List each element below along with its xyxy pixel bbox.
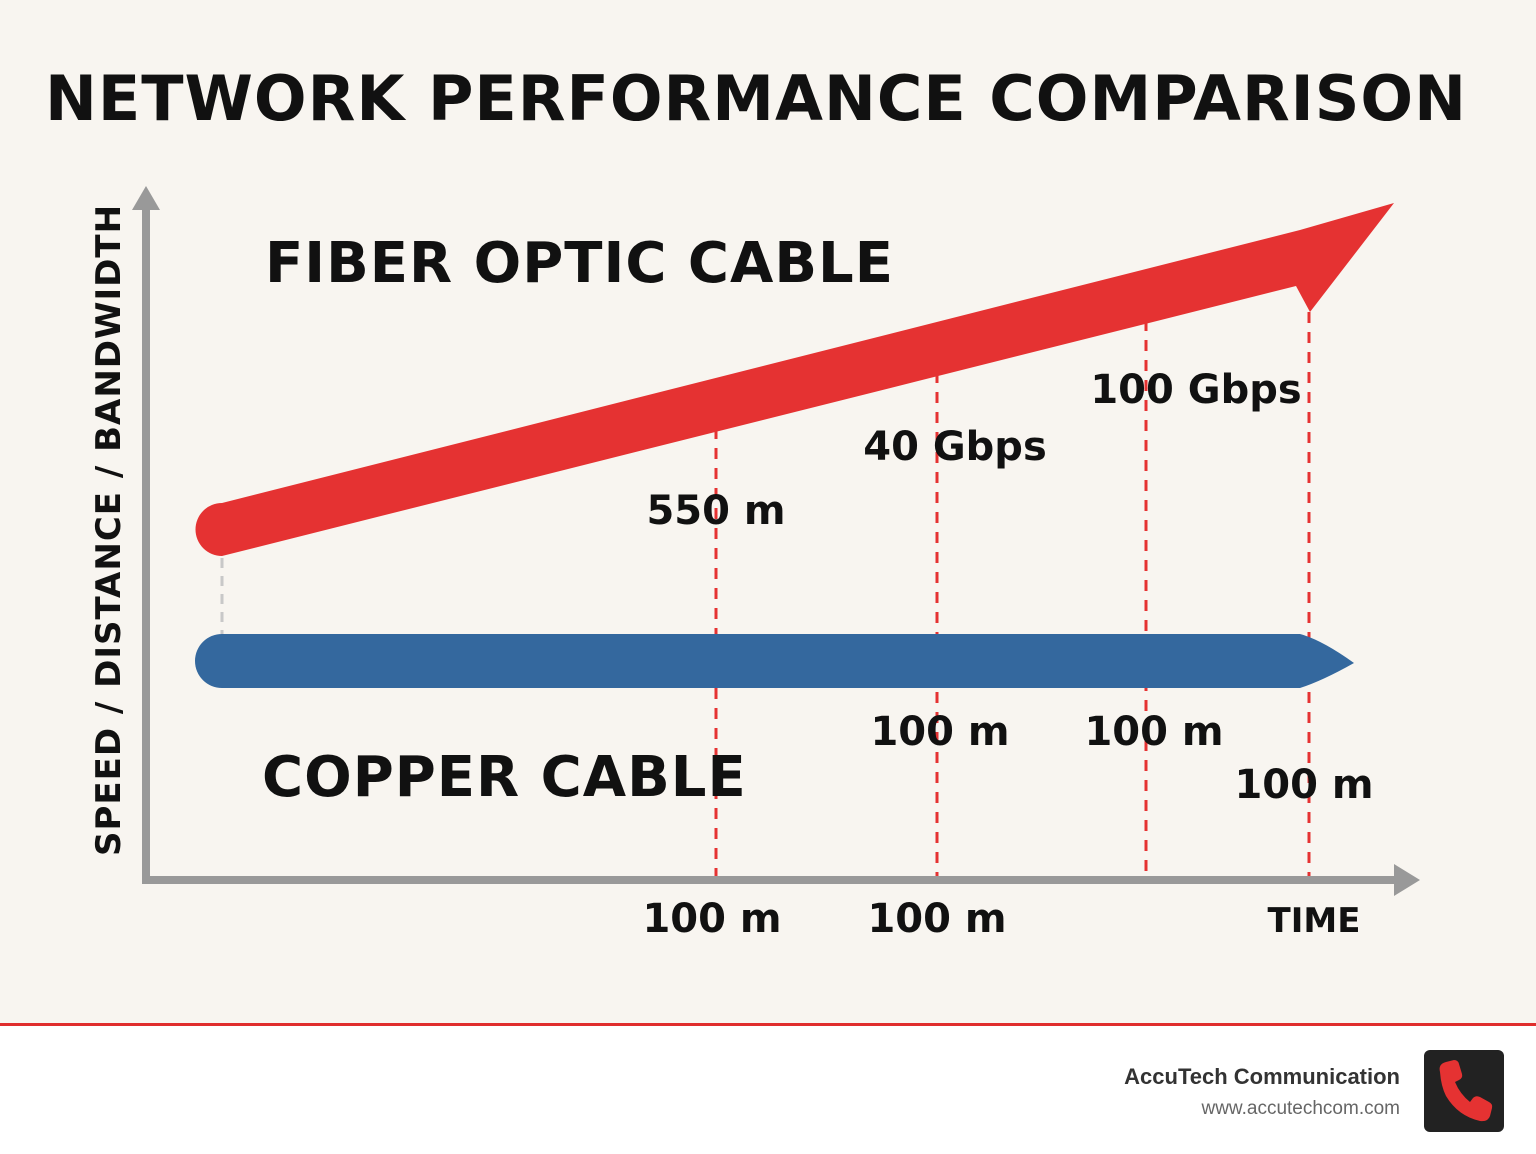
series-label-copper: COPPER CABLE <box>262 745 747 810</box>
fiber-value-label-3: 100 Gbps <box>1090 367 1301 413</box>
company-name: AccuTech Communication <box>1124 1064 1400 1089</box>
copper-value-label-2: 100 m <box>870 709 1009 755</box>
company-logo <box>1424 1050 1504 1132</box>
chart-title: NETWORK PERFORMANCE COMPARISON <box>44 62 1468 135</box>
company-url[interactable]: www.accutechcom.com <box>1201 1098 1400 1119</box>
series-copper-band <box>195 634 1354 688</box>
footer: AccuTech Communication www.accutechcom.c… <box>0 1026 1536 1154</box>
y-axis-arrow <box>132 186 160 210</box>
x-tick-label-2: 100 m <box>867 896 1006 942</box>
copper-value-label-3: 100 m <box>1084 709 1223 755</box>
phone-icon <box>1439 1060 1493 1122</box>
y-axis-label: SPEED / DISTANCE / BANDWIDTH <box>89 204 129 856</box>
series-fiber-band <box>195 203 1394 556</box>
fiber-value-label-2: 40 Gbps <box>863 424 1047 470</box>
labels: FIBER OPTIC CABLE COPPER CABLE SPEED / DIS… <box>89 204 1374 942</box>
axes <box>132 186 1420 896</box>
series-layer <box>195 203 1394 688</box>
x-tick-label-1: 100 m <box>642 896 781 942</box>
chart-svg: FIBER OPTIC CABLE COPPER CABLE SPEED / DIS… <box>89 186 1420 942</box>
footer-divider <box>0 1023 1536 1026</box>
fiber-value-label-1: 550 m <box>646 488 785 534</box>
chart-area: NETWORK PERFORMANCE COMPARISON FIBER OPT… <box>0 0 1536 1024</box>
x-axis-label: TIME <box>1268 901 1361 941</box>
series-label-fiber: FIBER OPTIC CABLE <box>265 231 894 296</box>
copper-value-label-4: 100 m <box>1234 762 1373 808</box>
x-axis-arrow <box>1394 864 1420 896</box>
